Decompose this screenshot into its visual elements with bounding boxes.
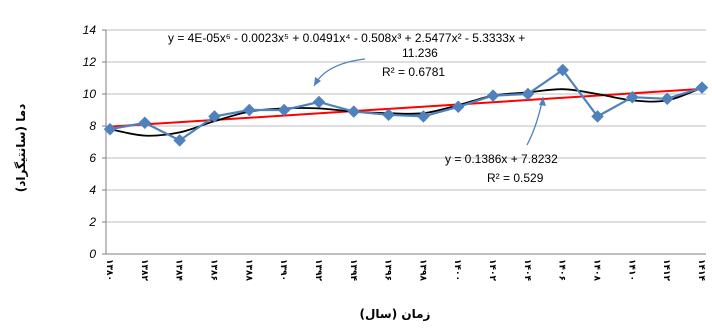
data-point: [277, 103, 291, 117]
data-point: [556, 63, 570, 77]
y-tick-label: 6: [89, 151, 96, 165]
y-tick-label: 14: [83, 23, 97, 37]
x-tick-label: ۱۳۹۶: [383, 259, 393, 281]
data-series: [103, 63, 709, 147]
x-tick-label: ۱۴۰۸: [592, 259, 602, 281]
y-tick-label: 4: [89, 183, 96, 197]
x-tick-label: ۱۳۹۴: [348, 259, 358, 281]
data-point: [103, 122, 117, 136]
y-axis-title: دما (سانتیگراد): [14, 104, 28, 193]
data-point: [347, 105, 361, 118]
x-tick-label: ۱۴۰۴: [522, 259, 532, 281]
data-point: [208, 110, 221, 123]
x-tick-label: ۱۴۱۰: [626, 259, 636, 281]
x-tick-label: ۱۳۹۸: [417, 259, 427, 281]
data-point: [486, 89, 500, 102]
poly-equation-line2: 11.236: [402, 46, 438, 60]
x-tick-label: ۱۳۸۶: [208, 259, 218, 281]
x-tick-label: ۱۴۱۴: [696, 259, 706, 281]
x-tick-label: ۱۴۱۲: [661, 259, 671, 281]
x-tick-label: ۱۴۰۰: [452, 259, 462, 281]
x-tick-label: ۱۳۸۰: [104, 259, 114, 281]
data-point: [382, 108, 395, 122]
x-tick-label: ۱۳۹۲: [313, 259, 323, 281]
x-tick-label: ۱۴۰۶: [557, 259, 567, 281]
data-point: [521, 87, 535, 101]
data-point: [695, 81, 709, 94]
data-point: [138, 116, 152, 130]
x-tick-label: ۱۳۸۴: [174, 259, 184, 281]
x-tick-label: ۱۳۸۲: [139, 259, 149, 281]
x-tick-label: ۱۳۹۰: [278, 259, 288, 281]
linear-equation: y = 0.1386x + 7.8232: [445, 152, 558, 166]
data-point: [625, 90, 639, 104]
poly-r2: R² = 0.6781: [382, 65, 445, 79]
poly-trendline: [109, 86, 703, 137]
x-tick-label: ۱۳۸۸: [243, 259, 253, 281]
y-tick-label: 12: [83, 55, 97, 69]
data-point: [173, 134, 187, 147]
y-tick-labels: 0 2 4 6 8 10 12 14: [83, 23, 97, 261]
data-point: [312, 95, 326, 109]
axes: [105, 30, 706, 255]
x-axis-title: زمان (سال): [360, 307, 431, 321]
y-tick-label: 0: [89, 247, 96, 261]
gridlines: [102, 29, 706, 255]
series-line: [109, 68, 703, 142]
data-point: [591, 110, 604, 123]
y-tick-label: 10: [83, 87, 97, 101]
x-tick-label: ۱۴۰۲: [487, 259, 497, 281]
data-point: [451, 100, 465, 114]
data-point: [660, 92, 674, 106]
poly-equation-arrowhead: [314, 77, 321, 86]
y-tick-label: 2: [88, 215, 96, 229]
linear-equation-arrowhead: [539, 97, 546, 106]
linear-r2: R² = 0.529: [487, 171, 544, 185]
y-tick-label: 8: [89, 119, 96, 133]
x-tick-labels: ۱۳۸۰ ۱۳۸۲ ۱۳۸۴ ۱۳۸۶ ۱۳۸۸ ۱۳۹۰ ۱۳۹۲ ۱۳۹۴ ۱۳۹۶ ۱۳۹۸…: [104, 259, 706, 281]
poly-equation-line1: y = 4E-05x⁶ - 0.0023x⁵ + 0.0491x⁴ - 0.50…: [168, 31, 525, 45]
data-point: [242, 103, 256, 117]
poly-trendline-path: [109, 86, 703, 137]
data-point: [417, 110, 430, 123]
